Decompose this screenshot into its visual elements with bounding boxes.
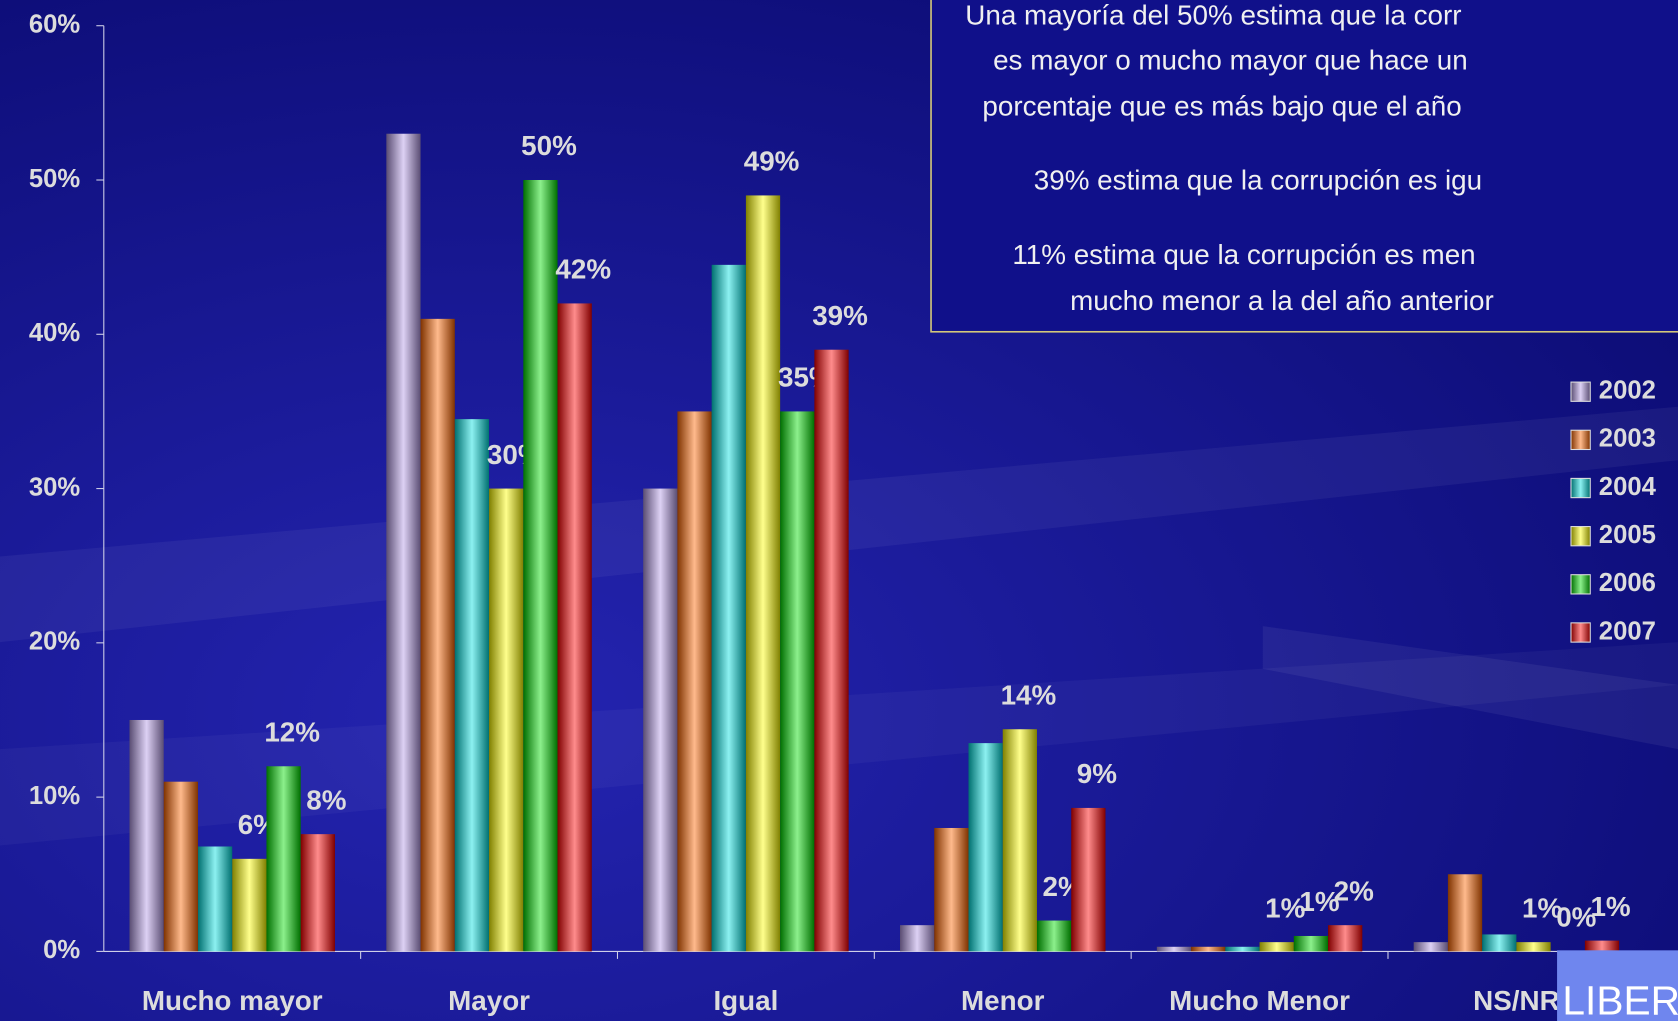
data-label: 0% bbox=[1556, 902, 1596, 933]
legend-label: 2003 bbox=[1599, 425, 1656, 453]
annotation-line: Una mayoría del 50% estima que la corr bbox=[965, 0, 1461, 31]
bar bbox=[1259, 942, 1294, 952]
legend-swatch bbox=[1570, 622, 1591, 643]
annotation-line: es mayor o mucho mayor que hace un bbox=[993, 44, 1468, 75]
bar bbox=[420, 318, 455, 952]
bar bbox=[814, 349, 849, 952]
data-label: 1% bbox=[1299, 886, 1339, 917]
data-label: 14% bbox=[1001, 679, 1057, 710]
light-ray bbox=[1262, 626, 1678, 750]
legend-swatch bbox=[1570, 429, 1591, 451]
bar bbox=[899, 925, 935, 952]
legend-label: 2005 bbox=[1599, 521, 1656, 549]
bar bbox=[677, 411, 712, 952]
data-label: 50% bbox=[521, 130, 577, 161]
bar bbox=[711, 264, 746, 952]
bar bbox=[523, 180, 558, 952]
bar bbox=[1482, 934, 1517, 952]
legend-swatch bbox=[1570, 526, 1591, 547]
bar bbox=[934, 827, 969, 952]
data-label: 39% bbox=[812, 300, 868, 331]
legend-label: 2002 bbox=[1599, 376, 1656, 404]
bar bbox=[300, 834, 335, 952]
x-tick-label: Mayor bbox=[448, 985, 530, 1016]
bar bbox=[1002, 729, 1037, 952]
bar bbox=[1191, 946, 1226, 952]
legend-label: 2006 bbox=[1599, 569, 1656, 597]
annotation-line: 39% estima que la corrupción es igu bbox=[1034, 164, 1482, 195]
logo-box bbox=[1557, 950, 1678, 1021]
data-label: 12% bbox=[264, 717, 320, 748]
annotation-box bbox=[930, 0, 1678, 333]
bar bbox=[1071, 807, 1106, 952]
bar bbox=[968, 743, 1003, 952]
bar bbox=[266, 766, 301, 952]
x-tick-label: Igual bbox=[713, 985, 778, 1016]
bar bbox=[643, 488, 678, 952]
data-label: 49% bbox=[744, 146, 800, 177]
y-tick-label: 0% bbox=[43, 936, 80, 964]
bar bbox=[163, 781, 198, 952]
bar bbox=[1036, 920, 1072, 952]
bar bbox=[489, 488, 524, 952]
bar bbox=[454, 419, 490, 952]
bar bbox=[1156, 946, 1192, 952]
bar bbox=[1447, 874, 1483, 952]
y-tick-label: 40% bbox=[29, 319, 81, 347]
y-tick-label: 60% bbox=[29, 11, 81, 39]
bar bbox=[197, 846, 233, 952]
bar bbox=[386, 133, 421, 952]
annotation-line: mucho menor a la del año anterior bbox=[1070, 285, 1494, 316]
y-tick-label: 20% bbox=[29, 628, 81, 656]
data-label: 1% bbox=[1265, 892, 1305, 923]
bar bbox=[780, 411, 815, 952]
bar bbox=[1584, 940, 1620, 952]
x-tick-label: Menor bbox=[961, 985, 1045, 1016]
logo: LIBERT bbox=[1562, 978, 1678, 1021]
y-tick-label: 30% bbox=[29, 473, 81, 501]
data-label: 2% bbox=[1334, 875, 1374, 906]
bar bbox=[232, 858, 267, 952]
bar bbox=[557, 303, 592, 952]
data-label: 42% bbox=[555, 254, 611, 285]
legend-swatch bbox=[1570, 477, 1591, 499]
bar bbox=[129, 719, 164, 952]
data-label: 1% bbox=[1522, 892, 1562, 923]
annotation-line: 11% estima que la corrupción es men bbox=[1012, 239, 1475, 270]
bar bbox=[1413, 942, 1448, 952]
bar bbox=[1328, 925, 1363, 952]
legend-swatch bbox=[1570, 381, 1591, 402]
y-tick-label: 10% bbox=[29, 782, 81, 810]
x-tick-label: NS/NR bbox=[1473, 985, 1560, 1016]
y-tick-label: 50% bbox=[29, 165, 81, 193]
x-tick-label: Mucho mayor bbox=[142, 985, 323, 1016]
bar bbox=[1516, 942, 1551, 952]
annotation-line: porcentaje que es más bajo que el año bbox=[982, 90, 1461, 121]
bar bbox=[1293, 935, 1329, 952]
bar bbox=[1225, 946, 1260, 952]
x-tick-label: Mucho Menor bbox=[1169, 985, 1350, 1016]
data-label: 9% bbox=[1077, 758, 1117, 789]
legend-label: 2007 bbox=[1599, 617, 1656, 645]
bar bbox=[745, 195, 781, 952]
legend-label: 2004 bbox=[1599, 473, 1657, 501]
data-label: 8% bbox=[306, 784, 346, 815]
legend-swatch bbox=[1570, 574, 1591, 595]
data-label: 1% bbox=[1590, 891, 1630, 922]
